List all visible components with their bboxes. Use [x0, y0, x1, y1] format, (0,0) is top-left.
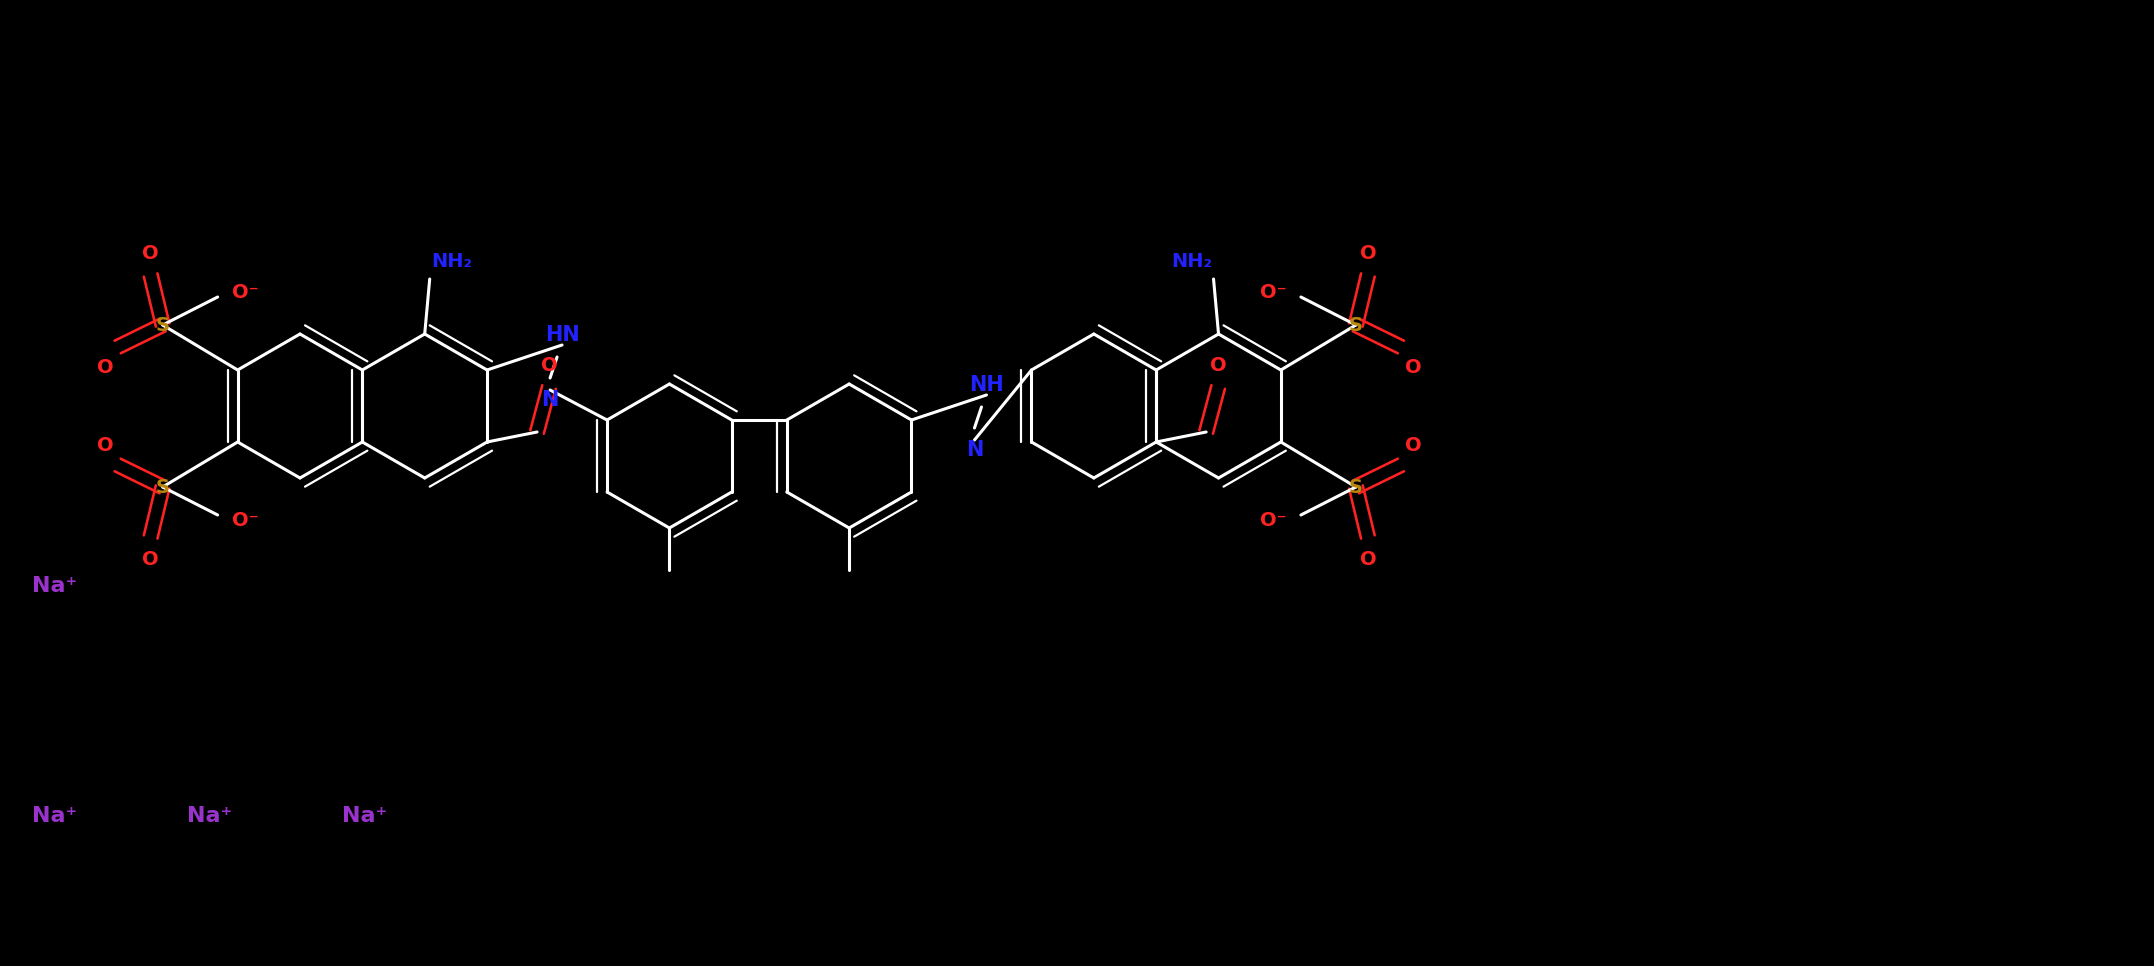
- Text: Na⁺: Na⁺: [187, 806, 233, 826]
- Text: S: S: [155, 316, 170, 334]
- Text: O: O: [1359, 243, 1376, 263]
- Text: O⁻: O⁻: [1260, 510, 1286, 529]
- Text: O: O: [1404, 436, 1422, 454]
- Text: NH: NH: [969, 375, 1004, 395]
- Text: O: O: [1211, 355, 1226, 375]
- Text: Na⁺: Na⁺: [342, 806, 388, 826]
- Text: N: N: [541, 390, 558, 410]
- Text: O: O: [97, 357, 114, 377]
- Text: O: O: [142, 243, 159, 263]
- Text: O: O: [541, 355, 558, 375]
- Text: Na⁺: Na⁺: [32, 576, 78, 596]
- Text: S: S: [155, 477, 170, 497]
- Text: O: O: [97, 436, 114, 454]
- Text: NH₂: NH₂: [1172, 251, 1213, 270]
- Text: O: O: [142, 550, 159, 569]
- Text: S: S: [1348, 477, 1363, 497]
- Text: O⁻: O⁻: [233, 510, 258, 529]
- Text: O⁻: O⁻: [233, 282, 258, 301]
- Text: O⁻: O⁻: [1260, 282, 1286, 301]
- Text: Na⁺: Na⁺: [32, 806, 78, 826]
- Text: S: S: [1348, 316, 1363, 334]
- Text: NH₂: NH₂: [431, 251, 472, 270]
- Text: O: O: [1404, 357, 1422, 377]
- Text: HN: HN: [545, 325, 579, 345]
- Text: N: N: [965, 440, 982, 460]
- Text: O: O: [1359, 550, 1376, 569]
